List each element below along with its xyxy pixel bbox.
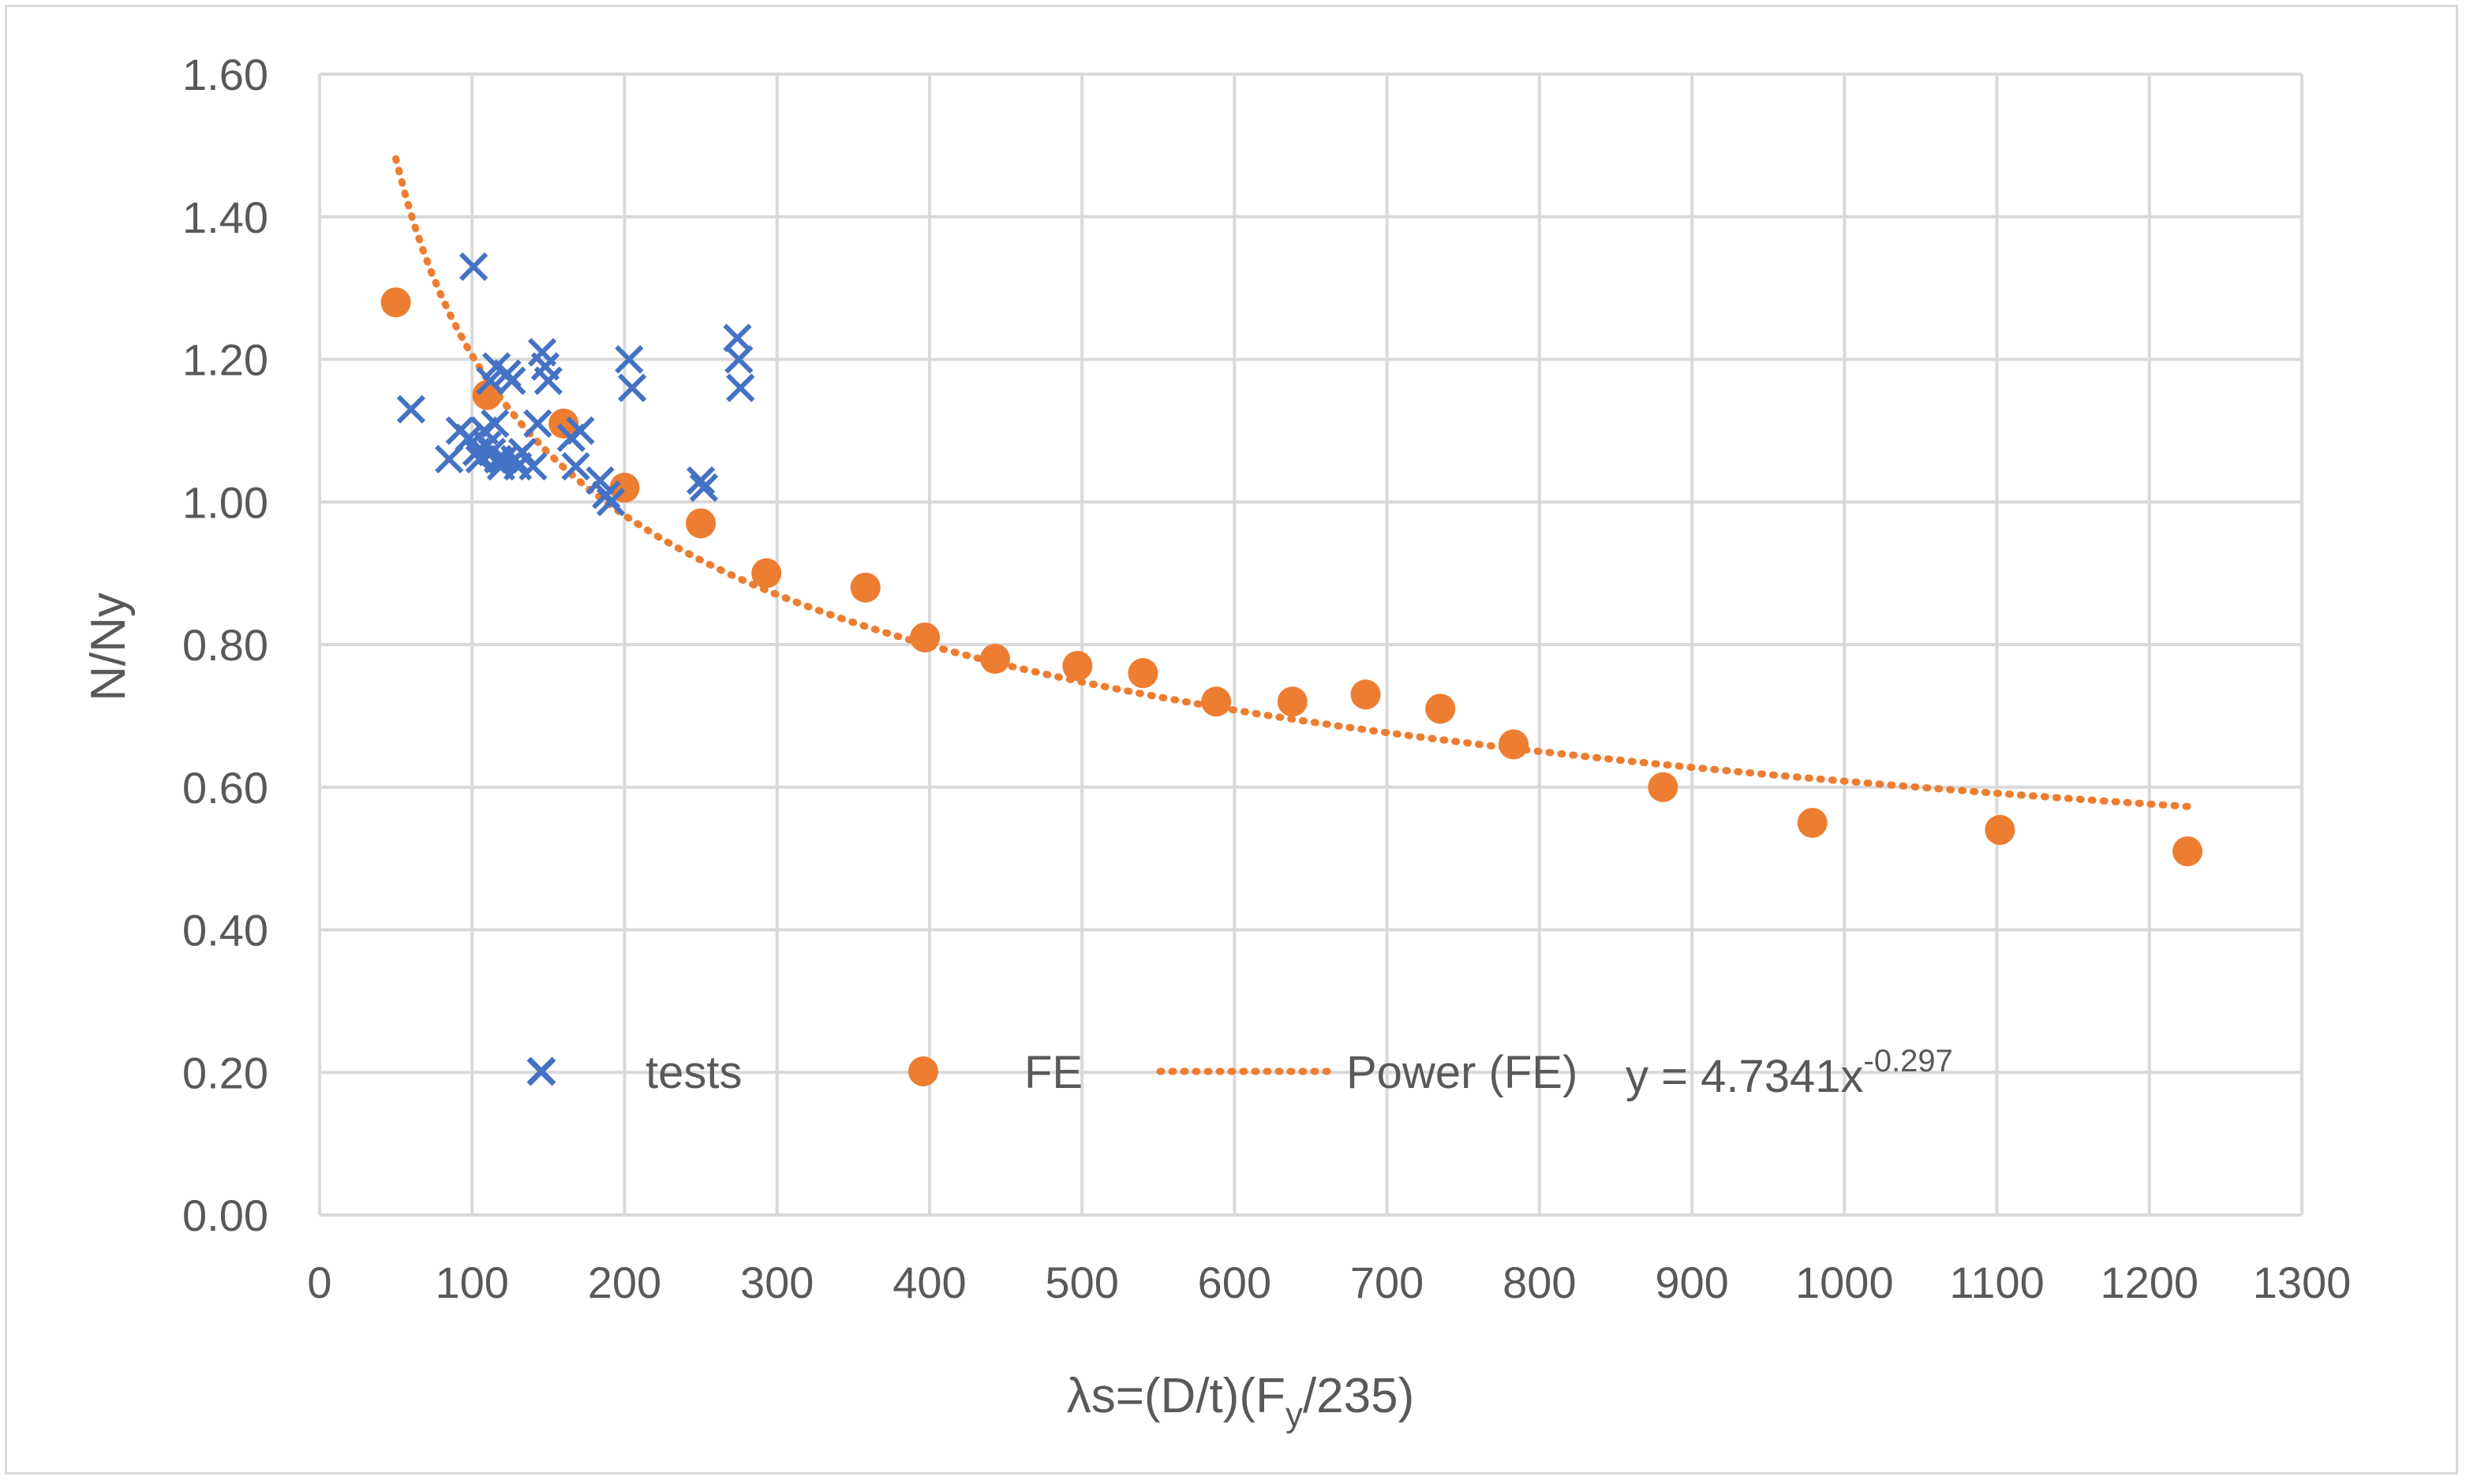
fe-point <box>1648 772 1678 802</box>
legend-fe-marker <box>908 1056 938 1086</box>
fe-point <box>751 558 782 589</box>
trendline-equation-main: y = 4.7341x <box>1626 1051 1864 1102</box>
x-axis-title-end: /235) <box>1303 1369 1414 1423</box>
legend-tests-label: tests <box>646 1047 743 1098</box>
x-tick-label: 1100 <box>1949 1258 2044 1307</box>
fe-point <box>686 508 717 539</box>
fe-point <box>1985 814 2015 845</box>
fe-point <box>380 287 411 318</box>
x-axis-title: λs=(D/t)(Fy/235) <box>1067 1369 1415 1434</box>
fe-point <box>1201 686 1232 717</box>
y-tick-label: 0.60 <box>182 763 268 813</box>
y-tick-label: 0.00 <box>182 1191 268 1240</box>
x-tick-label: 1200 <box>2100 1258 2198 1307</box>
grid <box>318 73 2303 1217</box>
x-axis-title-main: λs=(D/t)(F <box>1067 1369 1285 1423</box>
test-point <box>455 423 484 453</box>
fe-point <box>1498 729 1529 760</box>
x-tick-label: 600 <box>1198 1258 1271 1307</box>
x-tick-label: 300 <box>740 1258 814 1307</box>
fe-point <box>1062 651 1093 682</box>
test-point <box>533 366 563 395</box>
axes: 0 100 200 300 400 500 600 700 800 900 1000 1100 1200… <box>182 50 2351 1307</box>
fe-point <box>1797 807 1828 838</box>
fe-point <box>2172 836 2203 867</box>
fe-point <box>1128 658 1158 689</box>
fe-point <box>548 408 579 439</box>
fe-point <box>910 622 941 652</box>
x-tick-label: 800 <box>1502 1258 1576 1307</box>
test-point <box>686 466 716 495</box>
trendline-layer <box>392 155 2191 810</box>
test-point <box>518 451 548 481</box>
trendline-equation-exponent: -0.297 <box>1864 1044 1953 1078</box>
test-point <box>586 466 615 495</box>
test-point <box>615 345 644 374</box>
x-tick-label: 100 <box>436 1258 509 1307</box>
x-tick-label: 1000 <box>1795 1258 1894 1307</box>
test-point <box>726 373 755 402</box>
chart-frame <box>5 5 2458 1475</box>
test-point <box>523 409 552 438</box>
legend: tests FE Power (FE) y = 4.7341x-0.297 <box>526 1044 1953 1102</box>
y-tick-label: 1.40 <box>182 193 268 242</box>
x-tick-label: 1300 <box>2253 1258 2352 1307</box>
test-point <box>481 409 510 438</box>
x-tick-label: 700 <box>1350 1258 1424 1307</box>
x-tick-label: 0 <box>307 1258 331 1307</box>
y-tick-label: 1.60 <box>182 50 268 99</box>
test-point <box>618 373 647 402</box>
y-tick-label: 1.20 <box>182 335 268 385</box>
test-point <box>566 416 595 445</box>
x-axis-title-sub: y <box>1285 1396 1303 1434</box>
test-point <box>476 366 505 395</box>
y-tick-label: 1.00 <box>182 477 268 527</box>
fe-point <box>980 644 1011 675</box>
test-point <box>497 366 526 395</box>
trendline-equation: y = 4.7341x-0.297 <box>1626 1044 1953 1102</box>
fe-point <box>1277 686 1308 717</box>
y-axis-title: N/Ny <box>81 592 136 701</box>
y-tick-label: 0.40 <box>182 906 268 955</box>
test-point <box>396 394 426 424</box>
legend-tests-marker <box>526 1056 556 1086</box>
test-point <box>596 488 626 517</box>
fe-series <box>380 287 2203 867</box>
fe-point <box>1425 693 1456 724</box>
y-tick-label: 0.80 <box>182 620 268 670</box>
test-point <box>724 345 754 374</box>
test-point <box>459 252 488 282</box>
fe-point <box>1350 679 1381 710</box>
legend-power-label: Power (FE) <box>1346 1047 1577 1098</box>
x-tick-label: 200 <box>588 1258 661 1307</box>
test-point <box>489 444 518 474</box>
test-point <box>689 473 719 503</box>
test-point <box>561 451 590 481</box>
x-tick-label: 400 <box>892 1258 966 1307</box>
x-tick-label: 900 <box>1655 1258 1728 1307</box>
legend-fe-label: FE <box>1024 1047 1083 1098</box>
test-point <box>507 437 537 467</box>
power-trendline <box>392 155 2191 810</box>
tests-series <box>396 252 755 517</box>
x-tick-label: 500 <box>1045 1258 1118 1307</box>
fe-point <box>850 572 881 603</box>
y-tick-label: 0.20 <box>182 1048 268 1097</box>
